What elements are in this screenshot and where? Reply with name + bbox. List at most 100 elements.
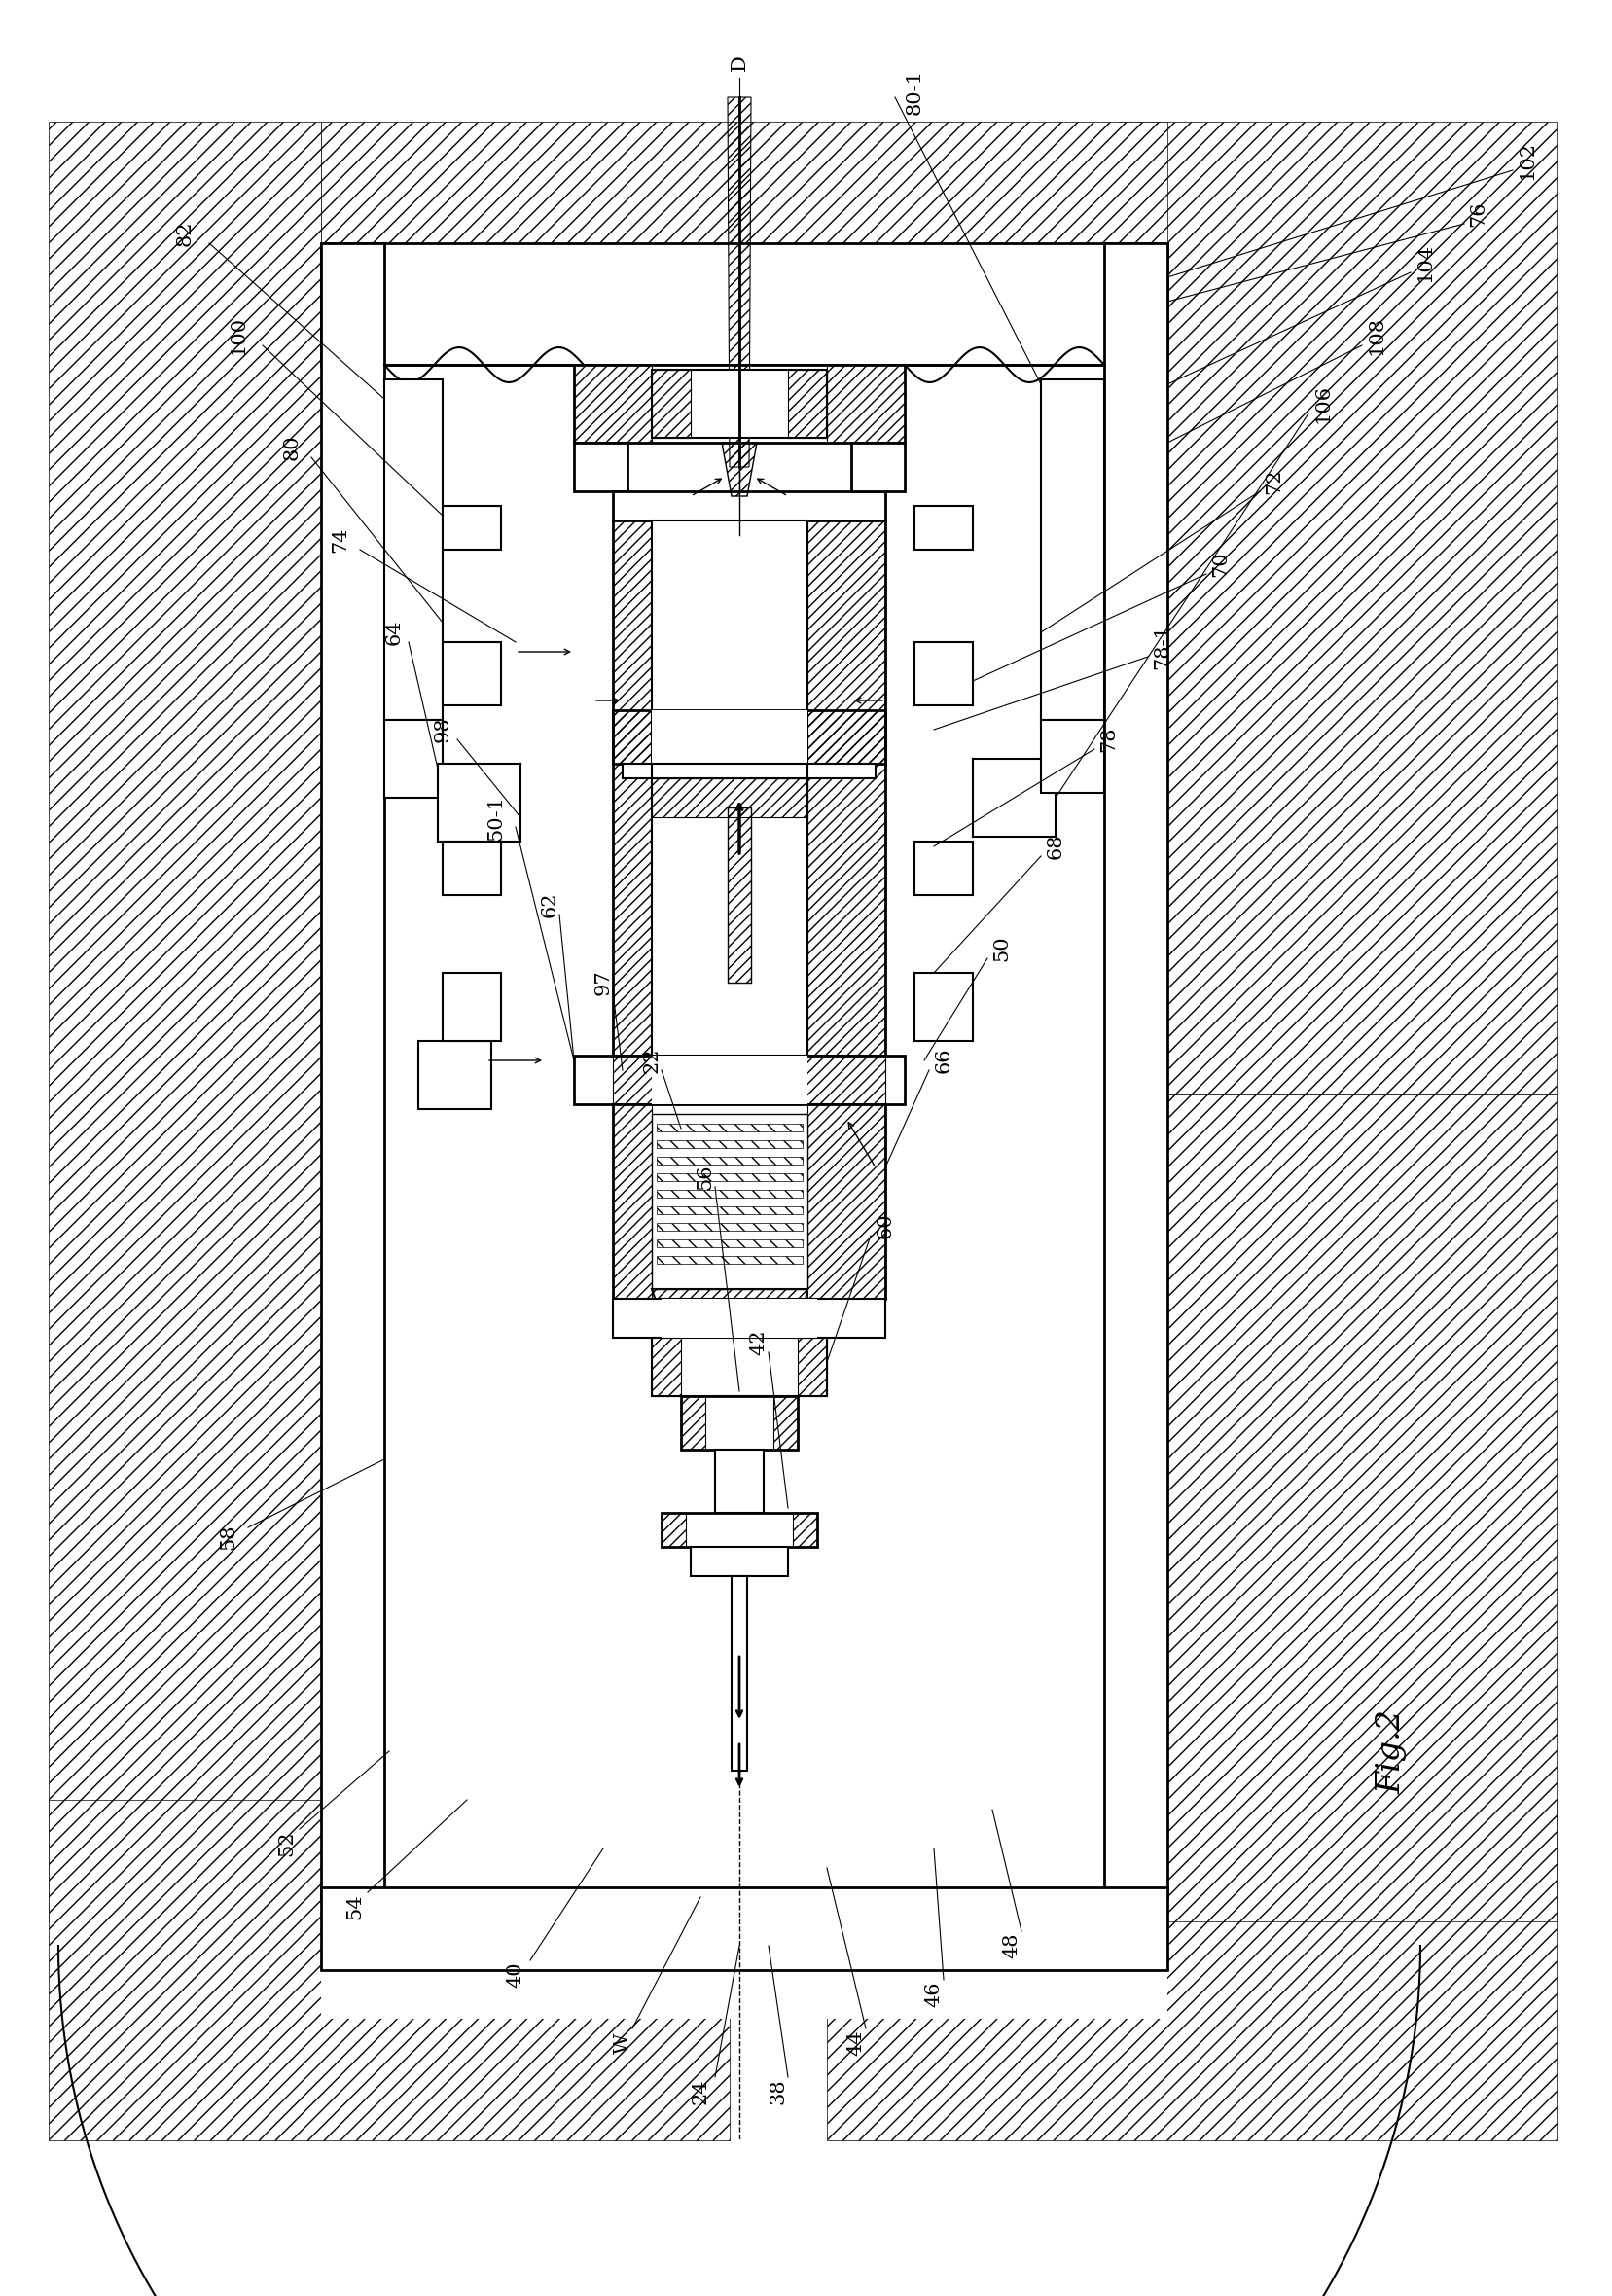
Bar bbox=[321, 243, 384, 1896]
Bar bbox=[651, 1339, 680, 1396]
Bar bbox=[914, 843, 974, 895]
Bar bbox=[384, 721, 443, 797]
Text: 108: 108 bbox=[1367, 317, 1386, 356]
Bar bbox=[914, 505, 974, 549]
Text: 50-1: 50-1 bbox=[487, 794, 506, 840]
Text: 80: 80 bbox=[282, 434, 301, 461]
Text: 40: 40 bbox=[506, 1963, 526, 1988]
Text: 80-1: 80-1 bbox=[906, 69, 924, 115]
Bar bbox=[613, 521, 885, 1056]
Bar bbox=[808, 1104, 885, 1300]
Text: 76: 76 bbox=[1470, 202, 1488, 227]
Text: 42: 42 bbox=[750, 1329, 767, 1355]
Text: 22: 22 bbox=[643, 1047, 661, 1072]
Bar bbox=[651, 709, 808, 765]
Bar bbox=[613, 491, 885, 521]
Bar bbox=[974, 760, 1056, 836]
Bar bbox=[321, 1887, 1167, 1970]
Text: 38: 38 bbox=[769, 2078, 788, 2105]
Text: 60: 60 bbox=[875, 1212, 895, 1240]
Text: 102: 102 bbox=[1519, 140, 1536, 179]
Bar bbox=[651, 1339, 827, 1396]
Bar bbox=[727, 808, 751, 983]
Bar bbox=[443, 643, 501, 705]
Bar bbox=[1119, 122, 1557, 1095]
Text: 66: 66 bbox=[935, 1047, 953, 1072]
Bar bbox=[1041, 379, 1104, 721]
Bar bbox=[651, 1056, 808, 1104]
Text: 62: 62 bbox=[540, 891, 559, 918]
Bar bbox=[914, 643, 974, 705]
Bar bbox=[48, 1800, 730, 2140]
Bar bbox=[419, 1040, 492, 1109]
Text: 78: 78 bbox=[1099, 726, 1119, 753]
Bar bbox=[808, 521, 885, 1056]
Text: 100: 100 bbox=[229, 317, 248, 356]
Bar bbox=[680, 1396, 706, 1449]
Text: 50: 50 bbox=[993, 934, 1011, 962]
Text: 46: 46 bbox=[925, 1981, 943, 2007]
Bar bbox=[680, 1396, 798, 1449]
Bar bbox=[574, 443, 627, 491]
Bar bbox=[798, 1339, 827, 1396]
Bar bbox=[793, 1513, 817, 1548]
Text: 58: 58 bbox=[219, 1525, 239, 1550]
Bar bbox=[651, 521, 808, 1056]
Text: 106: 106 bbox=[1314, 383, 1332, 422]
Bar bbox=[321, 122, 1167, 365]
Text: 104: 104 bbox=[1415, 243, 1435, 282]
Bar bbox=[384, 379, 443, 721]
Bar bbox=[651, 370, 690, 439]
Bar bbox=[827, 365, 904, 443]
Bar bbox=[613, 1300, 885, 1339]
Text: 64: 64 bbox=[385, 620, 403, 645]
Text: 72: 72 bbox=[1265, 468, 1283, 494]
Bar bbox=[651, 778, 808, 817]
Bar bbox=[438, 765, 521, 843]
Bar bbox=[613, 1056, 885, 1104]
Bar bbox=[651, 1114, 808, 1288]
Bar bbox=[321, 365, 1167, 2018]
Bar bbox=[613, 521, 651, 1056]
Bar bbox=[613, 1104, 651, 1300]
Bar bbox=[651, 765, 808, 778]
Bar bbox=[732, 1575, 746, 1770]
Bar bbox=[443, 843, 501, 895]
Text: 52: 52 bbox=[277, 1830, 297, 1857]
Bar bbox=[661, 1300, 817, 1339]
Text: 74: 74 bbox=[330, 528, 350, 553]
Text: 48: 48 bbox=[1003, 1933, 1020, 1958]
Text: D: D bbox=[730, 55, 748, 71]
Bar bbox=[788, 370, 827, 439]
Bar bbox=[574, 365, 651, 443]
Text: 70: 70 bbox=[1212, 551, 1230, 576]
Text: Fig.2: Fig.2 bbox=[1375, 1708, 1407, 1793]
Text: 24: 24 bbox=[692, 2078, 709, 2105]
Bar bbox=[774, 1396, 798, 1449]
Text: 98: 98 bbox=[434, 716, 451, 742]
Bar bbox=[321, 243, 1167, 365]
Text: 97: 97 bbox=[593, 969, 613, 996]
Bar bbox=[48, 122, 321, 1922]
Text: 82: 82 bbox=[176, 220, 193, 246]
Bar bbox=[613, 709, 885, 765]
Bar bbox=[661, 1513, 817, 1548]
Bar bbox=[1119, 1095, 1557, 1922]
Bar bbox=[1104, 243, 1167, 1896]
Bar bbox=[661, 1513, 685, 1548]
Text: 68: 68 bbox=[1046, 833, 1066, 859]
Bar bbox=[827, 1800, 1557, 2140]
Bar bbox=[914, 974, 974, 1040]
Bar bbox=[1041, 721, 1104, 792]
Bar bbox=[851, 443, 904, 491]
Bar bbox=[651, 370, 827, 439]
Bar bbox=[716, 1449, 764, 1513]
Bar bbox=[443, 505, 501, 549]
Text: 54: 54 bbox=[347, 1894, 364, 1919]
Text: 56: 56 bbox=[696, 1164, 714, 1189]
Bar bbox=[443, 974, 501, 1040]
Bar bbox=[622, 765, 875, 778]
Bar bbox=[574, 365, 904, 443]
Text: 78-1: 78-1 bbox=[1153, 625, 1172, 670]
Text: W: W bbox=[614, 2032, 632, 2053]
